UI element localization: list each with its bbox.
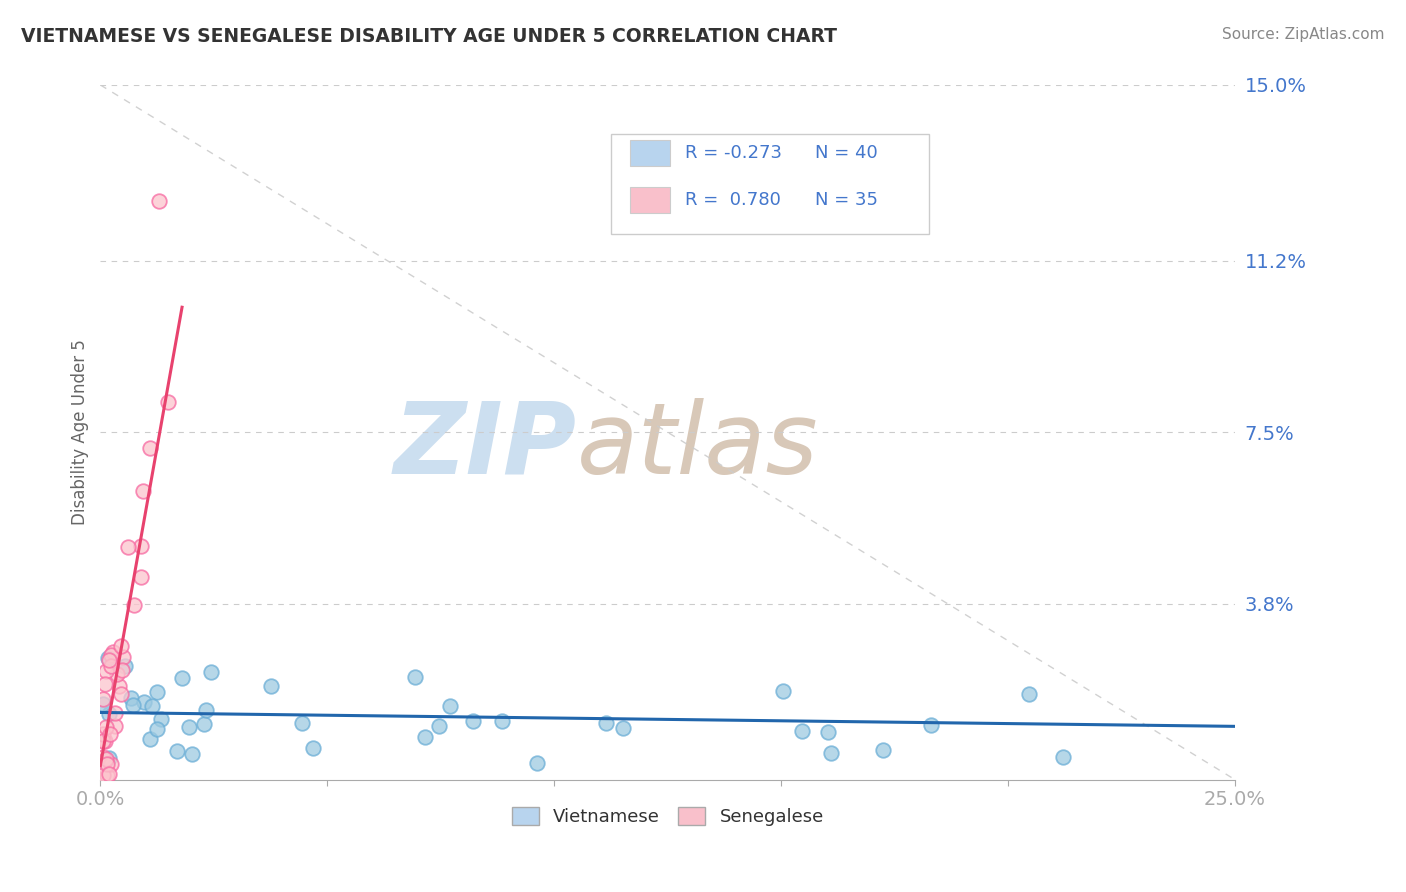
Text: N = 40: N = 40 (815, 144, 877, 162)
Y-axis label: Disability Age Under 5: Disability Age Under 5 (72, 339, 89, 525)
Point (105, 666, 128, 681)
Text: Source: ZipAtlas.com: Source: ZipAtlas.com (1222, 27, 1385, 42)
Point (141, 698, 163, 713)
Point (429, 718, 451, 732)
Point (1018, 687, 1040, 701)
Point (93, 734, 115, 748)
Point (100, 659, 122, 673)
Point (96, 768, 118, 782)
Point (166, 744, 188, 758)
Point (146, 685, 169, 699)
Point (117, 541, 139, 555)
Point (104, 706, 127, 720)
Point (131, 484, 153, 499)
Point (415, 731, 437, 745)
Point (157, 395, 180, 409)
Point (96, 756, 118, 771)
Point (93, 691, 115, 706)
Point (772, 683, 794, 698)
Point (104, 719, 127, 733)
Point (1052, 750, 1074, 764)
Point (129, 540, 152, 554)
Point (920, 717, 942, 731)
Point (111, 663, 134, 677)
Point (91, 734, 114, 748)
Point (612, 721, 634, 735)
Point (172, 671, 194, 685)
Point (97, 707, 120, 722)
Point (108, 680, 131, 694)
Point (91, 727, 114, 741)
Point (114, 659, 136, 673)
Point (146, 722, 169, 736)
Point (491, 714, 513, 728)
Point (94, 677, 117, 691)
Point (110, 687, 132, 701)
Point (820, 746, 842, 760)
Point (139, 732, 162, 747)
Point (91, 750, 114, 764)
Point (91, 768, 114, 782)
Point (595, 715, 617, 730)
Text: N = 35: N = 35 (815, 191, 879, 210)
Point (461, 714, 484, 728)
Point (193, 717, 215, 731)
Point (302, 740, 325, 755)
Point (177, 720, 200, 734)
Legend: Vietnamese, Senegalese: Vietnamese, Senegalese (505, 799, 831, 833)
Text: atlas: atlas (576, 398, 818, 495)
Point (94, 720, 117, 734)
Point (404, 670, 426, 684)
Point (110, 639, 132, 653)
Point (98, 751, 121, 765)
Point (526, 756, 548, 771)
Point (122, 698, 145, 712)
Point (260, 679, 283, 693)
FancyBboxPatch shape (630, 140, 669, 166)
Point (124, 598, 146, 612)
Point (291, 716, 314, 731)
Point (96, 664, 118, 678)
Point (100, 648, 122, 662)
Text: VIETNAMESE VS SENEGALESE DISABILITY AGE UNDER 5 CORRELATION CHART: VIETNAMESE VS SENEGALESE DISABILITY AGE … (21, 27, 837, 45)
FancyBboxPatch shape (630, 187, 669, 213)
Point (97, 651, 120, 665)
Point (120, 690, 142, 705)
Text: ZIP: ZIP (394, 398, 576, 495)
Point (131, 570, 153, 584)
Point (139, 441, 162, 455)
Point (98, 653, 121, 667)
Point (180, 747, 202, 761)
Point (200, 665, 222, 679)
Point (195, 703, 218, 717)
Point (148, 194, 170, 208)
Point (790, 724, 813, 739)
Point (872, 743, 894, 757)
Text: R =  0.780: R = 0.780 (685, 191, 780, 210)
Text: R = -0.273: R = -0.273 (685, 144, 782, 162)
Point (439, 698, 461, 713)
Point (103, 645, 125, 659)
Point (98, 767, 121, 781)
Point (150, 712, 173, 726)
Point (111, 649, 134, 664)
Point (100, 757, 122, 772)
Point (96, 752, 118, 766)
Point (91, 698, 114, 712)
Point (98, 727, 121, 741)
Point (817, 725, 839, 739)
Point (132, 695, 155, 709)
FancyBboxPatch shape (610, 134, 928, 235)
